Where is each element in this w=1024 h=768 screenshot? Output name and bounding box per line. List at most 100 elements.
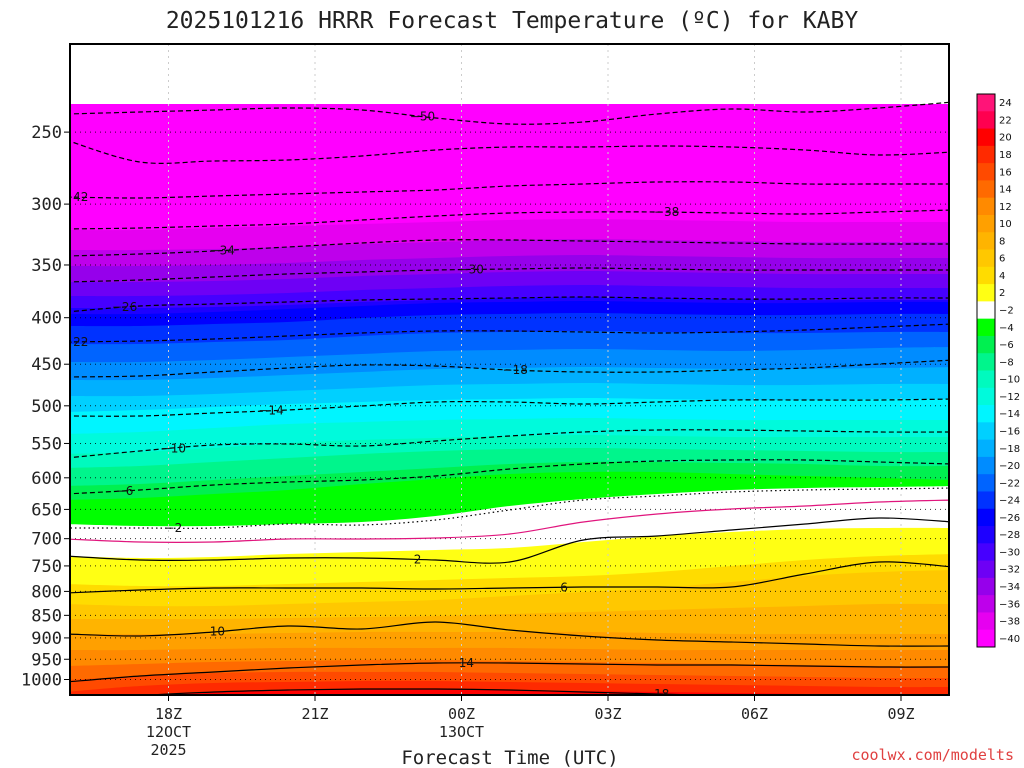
y-axis: 250 300 350 400 450 500 550 600 650 700 750 800 850 9…: [21, 123, 70, 691]
colorbar-swatch-19: [977, 422, 995, 441]
colorbar-label-1: 22: [999, 115, 1012, 126]
isotherm-label--18: −18: [503, 363, 528, 377]
isotherm-label--14: −14: [258, 404, 283, 418]
colorbar-swatch-28: [977, 577, 995, 596]
colorbar-swatch-25: [977, 526, 995, 544]
isotherm--22: [70, 323, 949, 343]
isotherm-label--42: −42: [63, 190, 88, 204]
x-tick-label-00Z: 00Z: [448, 705, 475, 723]
x-tick-label-09Z: 09Z: [887, 705, 914, 723]
y-tick-label-1000: 1000: [21, 671, 62, 691]
isotherm-label--6: −6: [116, 484, 134, 498]
plot-area: −50−42−38−34−30−26−22−18−14−10−6−2261014…: [63, 44, 953, 721]
isotherm-label-22: 22: [556, 707, 571, 721]
colorbar-swatch-15: [977, 353, 995, 371]
y-tick-label-900: 900: [31, 629, 62, 649]
colorbar-label-6: 12: [999, 202, 1012, 213]
x-tick-date-18Z: 12OCT: [146, 723, 191, 741]
x-tick-date-00Z: 13OCT: [439, 723, 484, 741]
y-tick-label-950: 950: [31, 650, 62, 670]
isotherm-label--10: −10: [161, 441, 186, 455]
colorbar-label-14: −6: [999, 340, 1014, 351]
colorbar-label-9: 6: [999, 254, 1005, 265]
colorbar-label-25: −28: [999, 530, 1020, 541]
y-tick-label-650: 650: [31, 500, 62, 520]
x-axis-label: Forecast Time (UTC): [401, 747, 618, 768]
y-tick-label-800: 800: [31, 582, 62, 602]
isotherm-lines: [70, 101, 949, 695]
isotherm--18: [70, 359, 949, 378]
colorbar-label-22: −22: [999, 478, 1020, 489]
isotherm-18: [144, 688, 717, 695]
isotherm--14: [70, 398, 949, 417]
isotherm-label-bg-22: [555, 707, 573, 720]
colorbar-label-26: −30: [999, 547, 1020, 558]
isotherm-label-18: 18: [654, 687, 669, 701]
temperature-band-30: [66, 699, 953, 716]
colorbar-swatch-31: [977, 629, 995, 648]
colorbar-swatch-3: [977, 145, 995, 164]
colorbar-swatch-22: [977, 474, 995, 492]
colorbar-swatch-2: [977, 128, 995, 147]
colorbar-label-12: −2: [999, 306, 1014, 317]
colorbar-label-23: −24: [999, 496, 1020, 507]
temperature-fill-bands: [66, 103, 953, 716]
colorbar-label-5: 14: [999, 185, 1012, 196]
y-tick-label-600: 600: [31, 469, 62, 489]
y-tick-label-400: 400: [31, 309, 62, 329]
colorbar-swatch-0: [977, 94, 995, 112]
y-tick-label-500: 500: [31, 397, 62, 417]
colorbar-label-0: 24: [999, 98, 1012, 109]
colorbar-swatch-9: [977, 249, 995, 268]
colorbar: 24 22 20 18 16 14 12 10 8 6 4 2 −2 −4 −6 −8 −10 −12 −14 −16…: [976, 93, 1020, 648]
colorbar-label-3: 18: [999, 150, 1012, 161]
x-tick-label-21Z: 21Z: [301, 705, 328, 723]
isotherm--30: [70, 267, 949, 283]
colorbar-frame: [976, 93, 996, 648]
colorbar-label-31: −40: [999, 634, 1020, 645]
y-tick-label-700: 700: [31, 530, 62, 550]
colorbar-swatch-14: [977, 335, 995, 354]
y-tick-label-300: 300: [31, 195, 62, 215]
credit-text: coolwx.com/modelts: [851, 746, 1014, 764]
isotherm--10: [70, 429, 949, 459]
isotherm-label-6: 6: [560, 580, 568, 594]
y-tick-label-250: 250: [31, 123, 62, 143]
colorbar-label-24: −26: [999, 513, 1020, 524]
isotherm--42: [70, 181, 949, 199]
y-tick-label-550: 550: [31, 434, 62, 454]
colorbar-swatch-30: [977, 612, 995, 631]
colorbar-label-20: −18: [999, 444, 1020, 455]
isotherm--38: [70, 209, 949, 230]
isotherm-label--30: −30: [459, 263, 484, 277]
isotherm-label-10: 10: [210, 625, 225, 639]
colorbar-swatch-8: [977, 232, 995, 251]
colorbar-swatch-13: [977, 318, 995, 337]
colorbar-swatch-6: [977, 197, 995, 216]
colorbar-label-15: −8: [999, 357, 1014, 368]
colorbar-label-27: −32: [999, 565, 1020, 576]
isotherm-label--38: −38: [654, 205, 679, 219]
colorbar-label-2: 20: [999, 133, 1012, 144]
colorbar-swatch-29: [977, 595, 995, 613]
isotherm--6: [70, 459, 949, 495]
x-tick-label-18Z: 18Z: [155, 705, 182, 723]
colorbar-swatch-10: [977, 266, 995, 285]
colorbar-swatch-7: [977, 214, 995, 233]
colorbar-swatch-23: [977, 491, 995, 510]
y-tick-label-750: 750: [31, 557, 62, 577]
isotherm-10: [70, 621, 949, 647]
colorbar-label-7: 10: [999, 219, 1012, 230]
colorbar-label-11: 2: [999, 288, 1005, 299]
isotherm--26: [70, 296, 949, 313]
x-tick-label-06Z: 06Z: [741, 705, 768, 723]
colorbar-label-16: −10: [999, 375, 1020, 386]
colorbar-swatch-11: [977, 284, 995, 302]
isotherm-label--50: −50: [410, 110, 435, 124]
colorbar-swatch-17: [977, 387, 995, 406]
colorbar-swatch-12: [977, 301, 995, 320]
colorbar-label-17: −12: [999, 392, 1020, 403]
isotherm-label--22: −22: [63, 335, 88, 349]
